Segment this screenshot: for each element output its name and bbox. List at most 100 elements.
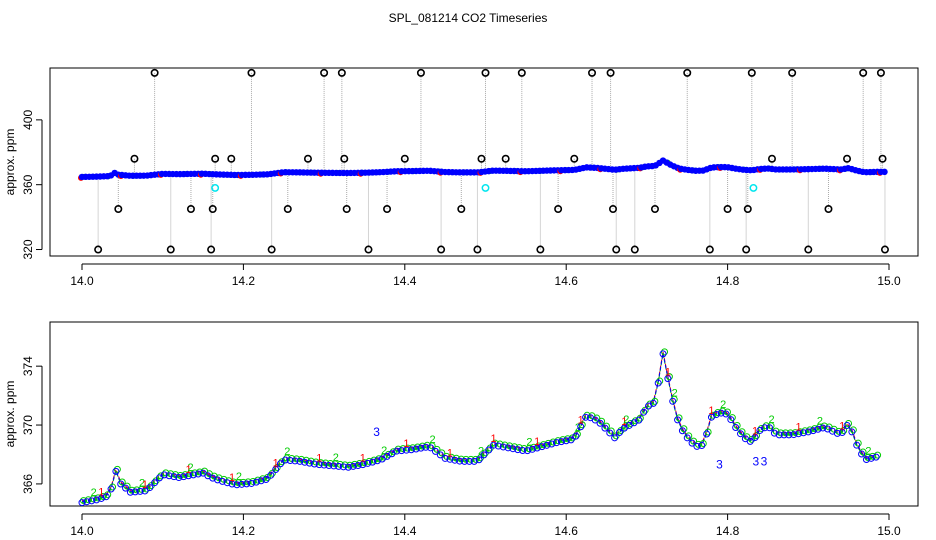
series3-marker (257, 477, 265, 485)
series2-marker (733, 422, 741, 430)
series3-marker (238, 480, 246, 488)
series3-marker (853, 441, 861, 449)
series2-label: 2 (139, 477, 145, 489)
series3-marker (170, 473, 178, 481)
series3-marker (557, 438, 565, 446)
top-y-tick-label: 400 (21, 110, 35, 130)
series3-marker (446, 455, 454, 463)
series3-marker (122, 484, 130, 492)
series3-marker (717, 409, 725, 417)
series3-marker (669, 397, 677, 405)
series3-marker (165, 472, 173, 480)
series2-marker (651, 397, 659, 405)
series3-marker (315, 461, 323, 469)
rejected-point (536, 245, 545, 254)
series2-marker (94, 494, 102, 502)
series2-marker (89, 495, 97, 503)
series2-marker (845, 419, 853, 427)
series3-marker (180, 473, 188, 481)
rejected-point (337, 68, 346, 77)
series2-marker (259, 475, 267, 483)
series3-marker (335, 462, 343, 470)
series2-label: 2 (672, 387, 678, 399)
series3-marker (267, 471, 275, 479)
series3-marker (431, 447, 439, 455)
series2-label: 2 (526, 437, 532, 449)
series3-marker (833, 429, 841, 437)
series2-marker (854, 439, 862, 447)
flagged-point (749, 183, 758, 192)
series2-marker (723, 408, 731, 416)
series1-label: 1 (316, 453, 322, 465)
rejected-point (207, 245, 216, 254)
series2-marker (278, 458, 286, 466)
rejected-point (320, 68, 329, 77)
series2-marker (99, 492, 107, 500)
series3-marker (562, 437, 570, 445)
series3-marker (703, 430, 711, 438)
series3-marker (601, 424, 609, 432)
series2-marker (355, 459, 363, 467)
series2-marker (641, 406, 649, 414)
rejected-point (747, 68, 756, 77)
series3-marker (286, 456, 294, 464)
series2-marker (602, 422, 610, 430)
series3-marker (325, 461, 333, 469)
series2-marker (753, 432, 761, 440)
top-x-tick-label: 14.2 (232, 274, 256, 288)
series3-marker (528, 445, 536, 453)
series2-marker (128, 486, 136, 494)
series3-marker (441, 454, 449, 462)
series1-label: 1 (621, 416, 627, 428)
series3-marker (364, 459, 372, 467)
bottom-x-tick-label: 14.0 (70, 524, 94, 538)
series2-label: 2 (284, 446, 290, 458)
series2-marker (472, 455, 480, 463)
series3-marker (485, 446, 493, 454)
series3-marker (509, 445, 517, 453)
rejected-point (501, 154, 510, 163)
series3-marker (146, 484, 154, 492)
chart-title: SPL_081214 CO2 Timeseries (389, 11, 548, 25)
series2-marker (578, 421, 586, 429)
series2-label: 2 (91, 487, 97, 499)
series3-marker (862, 456, 870, 464)
series3-marker (848, 428, 856, 436)
series2-marker (414, 443, 422, 451)
rejected-point (788, 68, 797, 77)
series2-marker (375, 455, 383, 463)
series3-marker (117, 480, 125, 488)
series2-marker (835, 427, 843, 435)
series3-marker (194, 470, 202, 478)
series2-marker (142, 485, 150, 493)
series3-marker (78, 499, 86, 507)
series3-marker (712, 411, 720, 419)
rejected-point (383, 205, 392, 214)
series2-marker (409, 444, 417, 452)
series3-marker (354, 461, 362, 469)
series3-marker (727, 416, 735, 424)
bottom-x-tick-label: 14.6 (555, 524, 579, 538)
bottom-x-tick-label: 15.0 (877, 524, 901, 538)
series1-label: 1 (360, 453, 366, 465)
series2-marker (549, 438, 557, 446)
series1-label: 1 (534, 436, 540, 448)
series2-marker (864, 454, 872, 462)
bottom-x-tick-label: 14.8 (716, 524, 740, 538)
rejected-point (211, 154, 220, 163)
series3-marker (548, 440, 556, 448)
series3-marker (698, 441, 706, 449)
series2-marker (530, 443, 538, 451)
series3-marker (640, 408, 648, 416)
rejected-point (630, 245, 639, 254)
series2-marker (181, 471, 189, 479)
series3-marker (262, 475, 270, 483)
rejected-point (150, 68, 159, 77)
series3-marker (649, 399, 657, 407)
series3-marker (398, 447, 406, 455)
rejected-point (606, 68, 615, 77)
bottom-y-axis-label: approx. ppm (3, 381, 17, 448)
series3-marker (461, 457, 469, 465)
series2-marker (104, 491, 112, 499)
series3-marker (228, 480, 236, 488)
